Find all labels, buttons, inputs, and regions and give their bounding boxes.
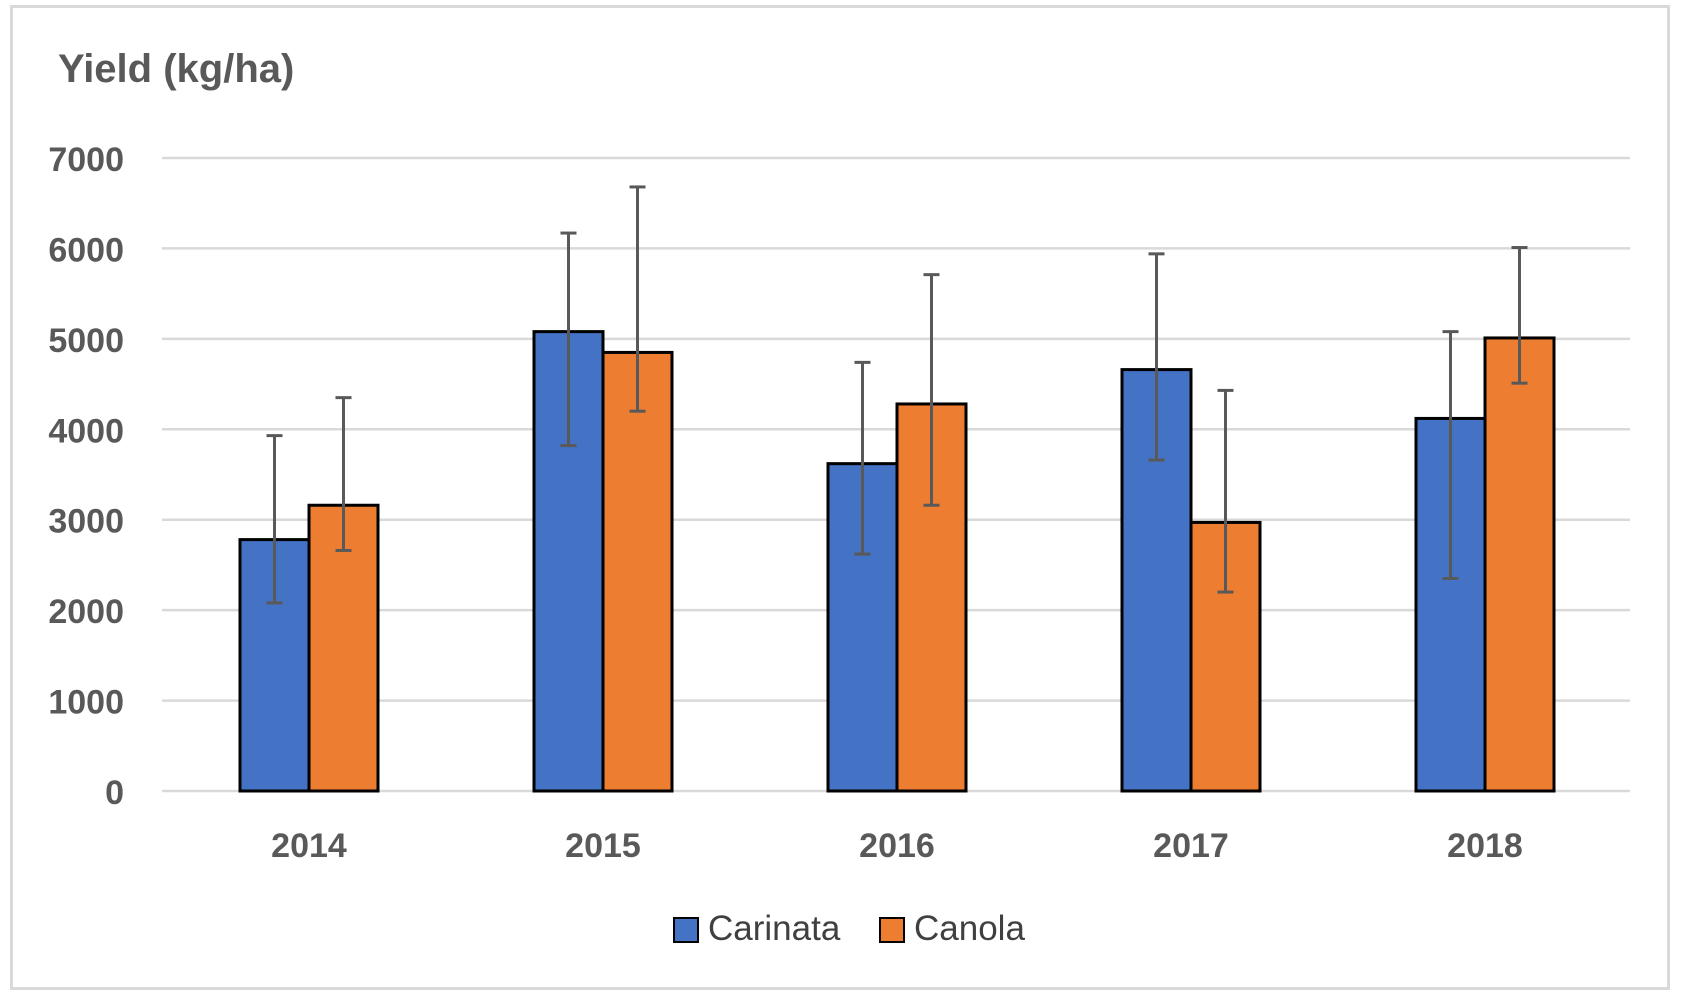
x-tick-labels: 2014 2015 2016 2017 2018 [271, 827, 1523, 865]
x-tick-label: 2014 [271, 827, 347, 865]
x-tick-label: 2018 [1447, 827, 1523, 865]
bar-canola-2018 [1483, 336, 1556, 793]
y-tick-label: 2000 [48, 593, 124, 631]
bar-canola-2015 [601, 350, 674, 793]
y-tick-label: 0 [105, 774, 124, 812]
legend-swatch-canola [879, 917, 905, 943]
y-tick-label: 5000 [48, 322, 124, 360]
y-axis-label: Yield (kg/ha) [58, 47, 294, 91]
x-tick-label: 2017 [1153, 827, 1229, 865]
y-tick-labels: 0 1000 2000 3000 4000 5000 6000 7000 [48, 141, 124, 812]
y-tick-label: 7000 [48, 141, 124, 179]
x-tick-label: 2015 [565, 827, 641, 865]
legend-swatch-carinata [673, 917, 699, 943]
x-tick-label: 2016 [859, 827, 935, 865]
y-tick-label: 4000 [48, 412, 124, 450]
y-tick-label: 3000 [48, 503, 124, 541]
bars [238, 330, 1556, 793]
legend: Carinata Canola [673, 909, 1025, 948]
y-tick-label: 6000 [48, 231, 124, 269]
y-tick-label: 1000 [48, 684, 124, 722]
legend-label-carinata: Carinata [708, 909, 841, 948]
error-bars [266, 185, 1528, 605]
bar-canola-2014 [307, 503, 380, 793]
legend-label-canola: Canola [914, 909, 1025, 948]
